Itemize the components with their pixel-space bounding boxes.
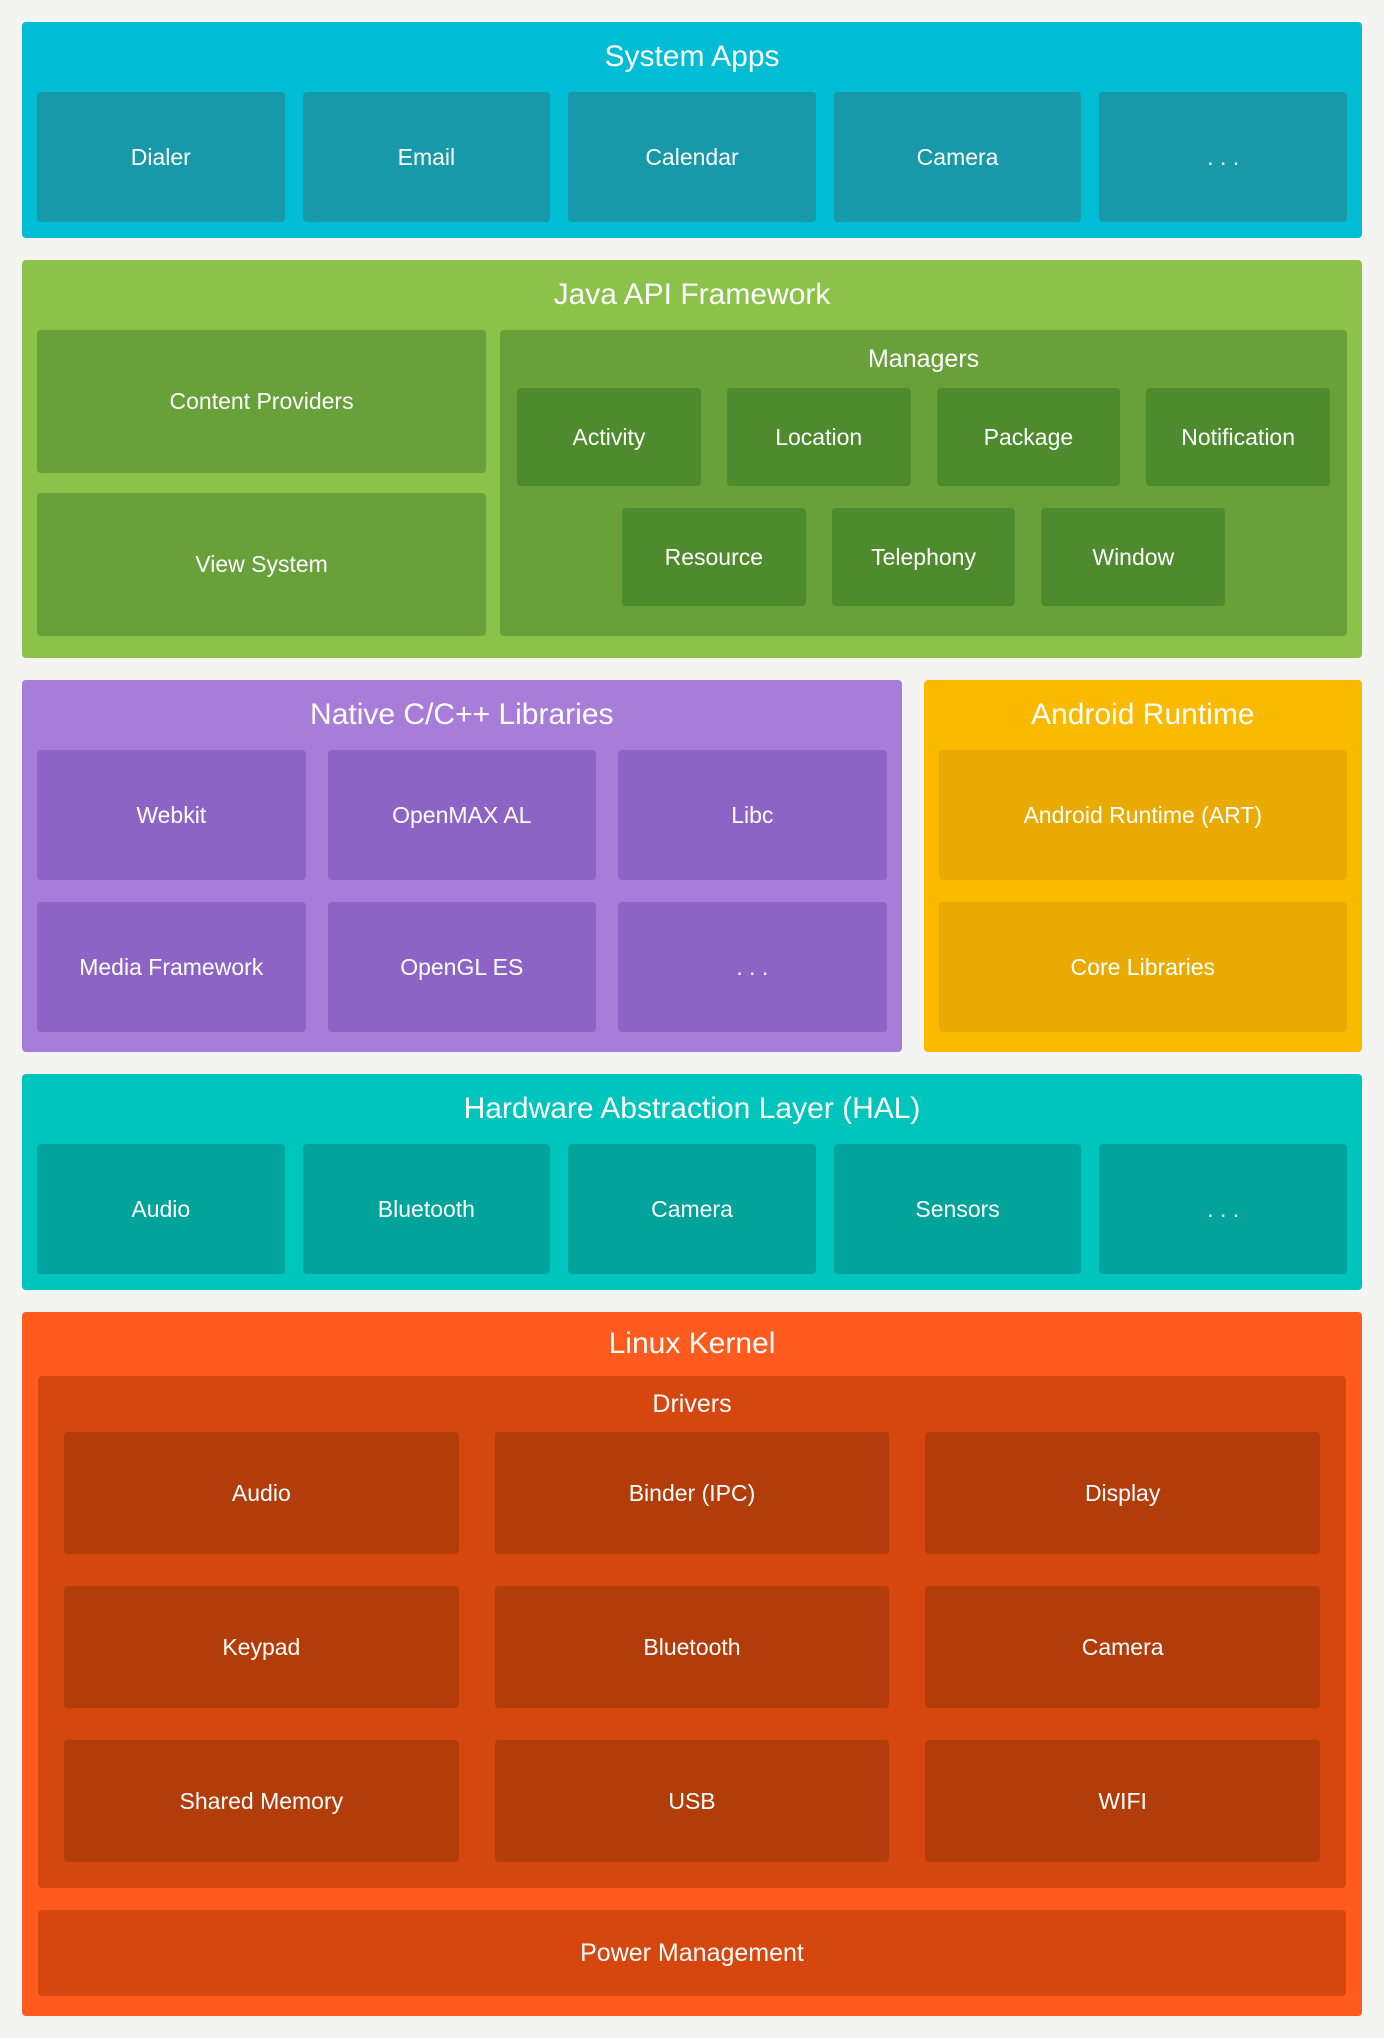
- box-display-driver: Display: [925, 1432, 1320, 1554]
- box-opengl-es: OpenGL ES: [327, 902, 597, 1032]
- box-media-framework: Media Framework: [37, 902, 306, 1032]
- section-hal: Hardware Abstraction Layer (HAL) Audio B…: [22, 1074, 1362, 1290]
- box-more-apps: . . .: [1099, 92, 1347, 222]
- drivers-grid: Audio Binder (IPC) Display Keypad Blueto…: [64, 1432, 1320, 1862]
- section-android-runtime: Android Runtime Android Runtime (ART) Co…: [923, 680, 1362, 1052]
- managers-title: Managers: [867, 344, 980, 373]
- box-location-manager: Location: [726, 388, 911, 486]
- box-sensors-hal: Sensors: [833, 1144, 1082, 1274]
- hal-title: Hardware Abstraction Layer (HAL): [463, 1092, 921, 1125]
- box-audio-hal: Audio: [37, 1144, 285, 1274]
- box-power-management: Power Management: [38, 1910, 1346, 1996]
- drivers-title: Drivers: [652, 1389, 732, 1418]
- box-core-libraries: Core Libraries: [938, 902, 1347, 1032]
- box-openmax-al: OpenMAX AL: [327, 750, 597, 880]
- section-linux-kernel: Linux Kernel Drivers Audio Binder (IPC) …: [22, 1312, 1362, 2016]
- box-more-hal: . . .: [1099, 1144, 1347, 1274]
- box-email: Email: [302, 92, 551, 222]
- box-libc: Libc: [618, 750, 887, 880]
- java-api-content: Content Providers View System Managers A…: [37, 330, 1347, 636]
- box-bluetooth-driver: Bluetooth: [494, 1586, 890, 1708]
- managers-container: Managers Activity Location Package Notif…: [500, 330, 1347, 636]
- box-keypad-driver: Keypad: [64, 1586, 459, 1708]
- box-bluetooth-hal: Bluetooth: [302, 1144, 551, 1274]
- java-api-title: Java API Framework: [553, 278, 831, 311]
- system-apps-box-row: Dialer Email Calendar Camera . . .: [37, 92, 1347, 222]
- section-native-libraries: Native C/C++ Libraries Webkit OpenMAX AL…: [22, 680, 902, 1052]
- hal-box-row: Audio Bluetooth Camera Sensors . . .: [37, 1144, 1347, 1274]
- android-architecture-diagram: System Apps Dialer Email Calendar Camera…: [22, 22, 1362, 2016]
- native-libraries-title: Native C/C++ Libraries: [310, 698, 614, 731]
- box-calendar: Calendar: [568, 92, 816, 222]
- java-left-column: Content Providers View System: [37, 330, 487, 636]
- section-system-apps: System Apps Dialer Email Calendar Camera…: [22, 22, 1362, 238]
- box-activity-manager: Activity: [517, 388, 701, 486]
- box-camera-hal: Camera: [568, 1144, 816, 1274]
- box-content-providers: Content Providers: [37, 330, 487, 473]
- box-shared-memory-driver: Shared Memory: [64, 1740, 459, 1862]
- box-wifi-driver: WIFI: [925, 1740, 1320, 1862]
- box-usb-driver: USB: [494, 1740, 890, 1862]
- managers-row-2: Resource Telephony Window: [517, 508, 1330, 606]
- box-binder-ipc-driver: Binder (IPC): [494, 1432, 890, 1554]
- box-notification-manager: Notification: [1146, 388, 1330, 486]
- box-camera-app: Camera: [833, 92, 1082, 222]
- box-more-libraries: . . .: [618, 902, 887, 1032]
- native-libraries-grid: Webkit OpenMAX AL Libc Media Framework O…: [37, 750, 887, 1032]
- box-window-manager: Window: [1041, 508, 1226, 606]
- android-runtime-column: Android Runtime (ART) Core Libraries: [938, 750, 1347, 1032]
- box-view-system: View System: [37, 493, 487, 636]
- section-java-api-framework: Java API Framework Content Providers Vie…: [22, 260, 1362, 658]
- libraries-runtime-row: Native C/C++ Libraries Webkit OpenMAX AL…: [22, 680, 1362, 1052]
- linux-kernel-title: Linux Kernel: [608, 1327, 776, 1360]
- box-telephony-manager: Telephony: [831, 508, 1016, 606]
- system-apps-title: System Apps: [604, 40, 780, 73]
- box-camera-driver: Camera: [925, 1586, 1320, 1708]
- box-art: Android Runtime (ART): [938, 750, 1347, 880]
- box-resource-manager: Resource: [621, 508, 806, 606]
- drivers-container: Drivers Audio Binder (IPC) Display Keypa…: [38, 1376, 1346, 1888]
- box-dialer: Dialer: [37, 92, 285, 222]
- android-runtime-title: Android Runtime: [1031, 698, 1255, 731]
- box-package-manager: Package: [936, 388, 1121, 486]
- managers-row-1: Activity Location Package Notification: [517, 388, 1330, 486]
- box-audio-driver: Audio: [64, 1432, 459, 1554]
- box-webkit: Webkit: [37, 750, 306, 880]
